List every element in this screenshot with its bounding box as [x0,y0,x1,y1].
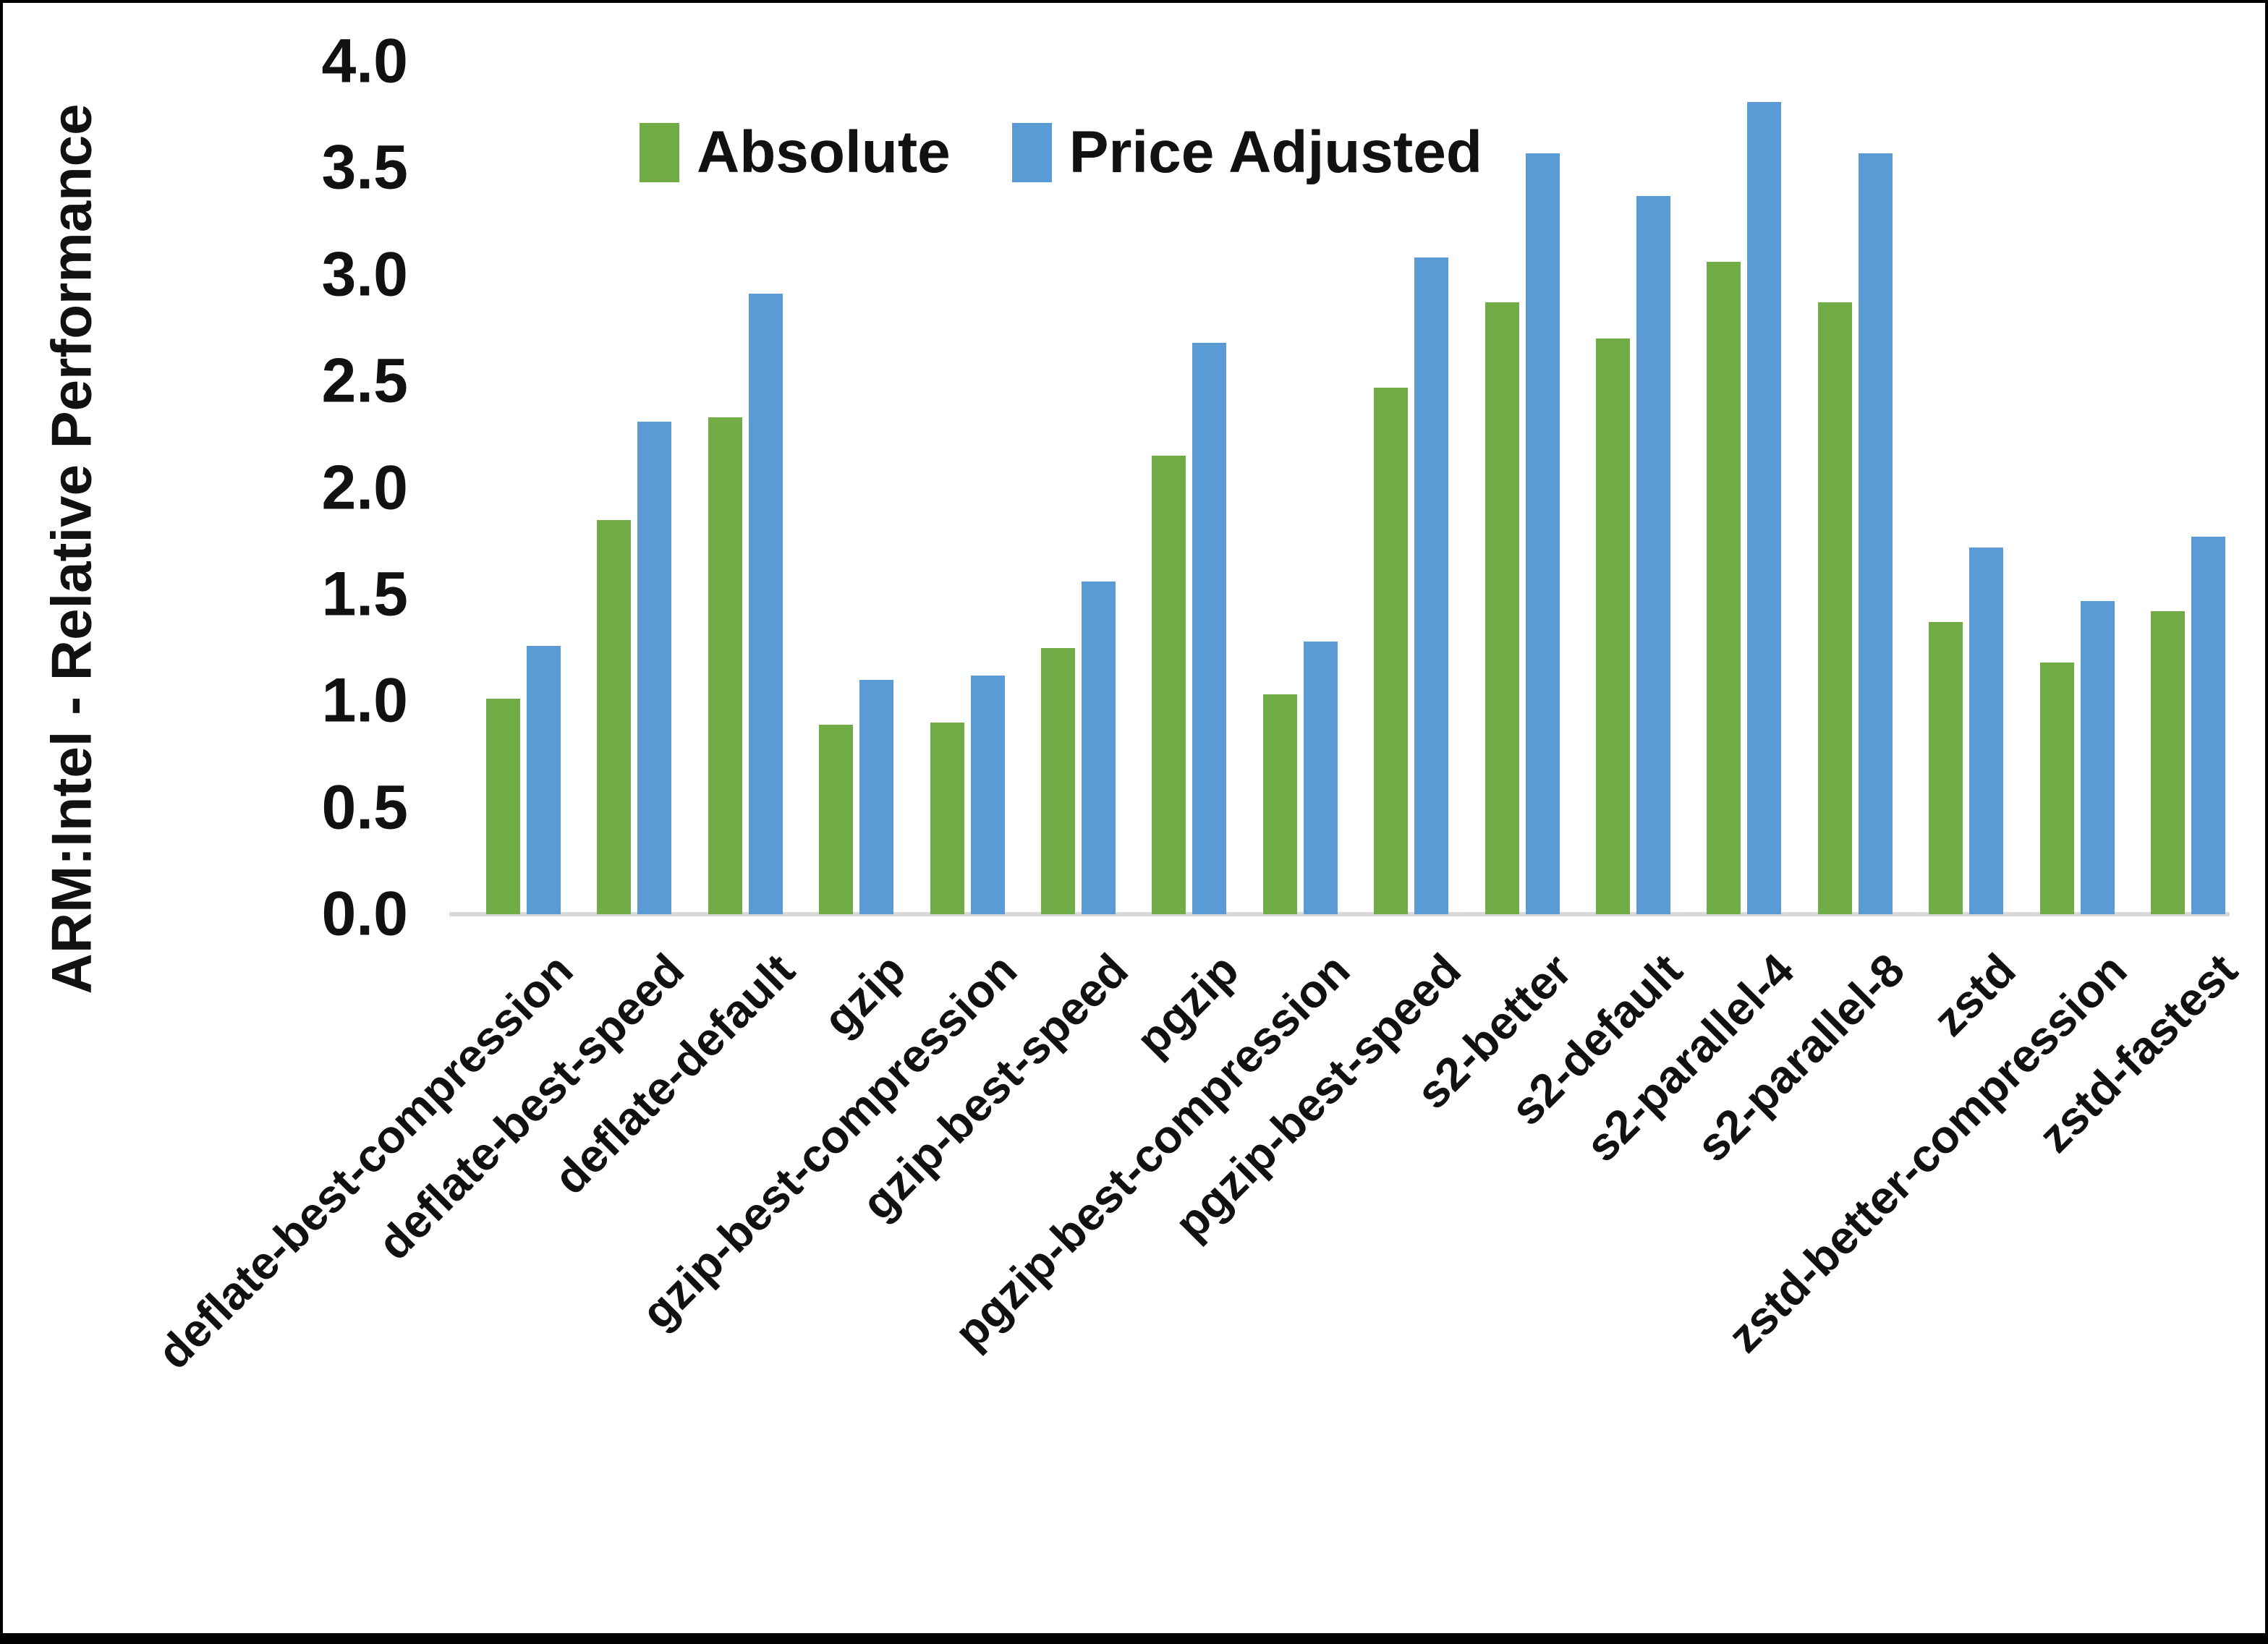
bar-absolute-deflate-best-speed [597,519,632,914]
legend-label-absolute: Absolute [697,119,951,185]
bar-absolute-zstd-better-compression [2039,663,2074,914]
legend-label-price-adjusted: Price Adjusted [1069,119,1482,185]
bar-price-adjusted-s2-better [1525,153,1560,914]
bar-absolute-s2-better [1485,302,1519,914]
bar-price-adjusted-s2-parallel-8 [1858,153,1893,914]
legend-item-absolute: Absolute [640,119,951,187]
legend-swatch-price-adjusted [1011,123,1052,182]
bar-absolute-zstd-fastest [2151,611,2185,914]
bar-absolute-gzip-best-speed [1041,647,1075,914]
y-axis-title: ARM:Intel - Relative Performance [39,103,103,995]
x-axis-line [449,912,2230,916]
bar-absolute-s2-parallel-8 [1817,302,1852,914]
bar-price-adjusted-s2-parallel-4 [1747,102,1782,914]
y-tick-label: 2.5 [321,346,408,416]
bar-price-adjusted-zstd-fastest [2191,537,2225,914]
y-tick-label: 1.0 [321,665,408,736]
y-tick-label: 3.0 [321,239,408,310]
bar-price-adjusted-gzip [859,679,894,914]
y-tick-label: 1.5 [321,559,408,629]
bar-price-adjusted-gzip-best-speed [1082,582,1116,914]
bar-absolute-deflate-best-compression [486,699,520,914]
bar-absolute-zstd [1929,622,1963,914]
legend-swatch-absolute [640,123,679,182]
bar-absolute-s2-default [1596,338,1630,914]
bar-price-adjusted-deflate-best-compression [527,645,561,914]
bar-absolute-gzip [819,724,854,914]
y-tick-label: 3.5 [321,132,408,203]
bar-price-adjusted-zstd-better-compression [2080,600,2115,914]
bar-price-adjusted-s2-default [1636,195,1670,914]
bar-price-adjusted-deflate-best-speed [637,422,672,914]
bar-price-adjusted-pgzip-best-speed [1414,257,1449,914]
bar-price-adjusted-pgzip-best-compression [1303,641,1338,914]
bar-absolute-gzip-best-compression [930,722,964,914]
bar-price-adjusted-zstd [1969,548,2004,914]
bar-absolute-pgzip-best-speed [1374,387,1409,914]
bar-absolute-deflate-default [708,417,742,914]
y-tick-label: 0.0 [321,879,408,949]
bar-absolute-pgzip [1152,456,1186,914]
bar-price-adjusted-deflate-default [748,294,783,914]
bar-price-adjusted-gzip-best-compression [970,675,1005,914]
bar-price-adjusted-pgzip [1192,343,1227,914]
legend: Absolute Price Adjusted [640,119,1482,187]
bar-absolute-pgzip-best-compression [1262,694,1297,914]
x-category-label-deflate-best-compression: deflate-best-compression [147,943,583,1379]
y-tick-label: 2.0 [321,453,408,522]
legend-item-price-adjusted: Price Adjusted [1011,119,1482,187]
y-tick-label: 4.0 [321,26,408,96]
y-tick-label: 0.5 [321,772,408,843]
bar-absolute-s2-parallel-4 [1707,262,1741,914]
